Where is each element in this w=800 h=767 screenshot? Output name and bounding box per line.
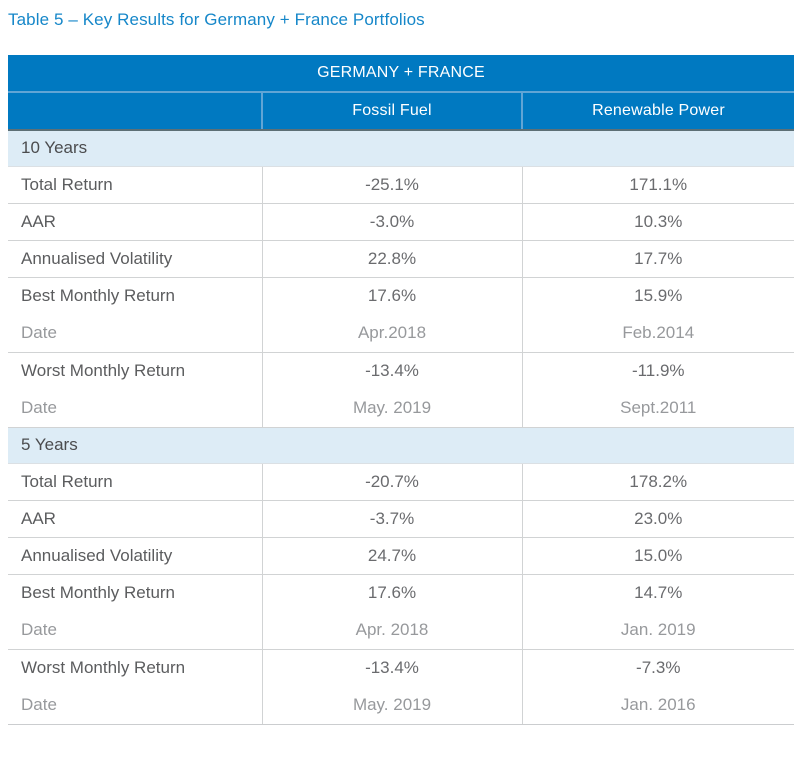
row-label: Date	[21, 322, 57, 342]
table-row: AAR -3.7% 23.0%	[8, 499, 794, 537]
row-value: -13.4%	[261, 648, 522, 686]
table-body: 10 Years Total Return -25.1% 171.1% AAR -3.0%…	[8, 129, 794, 725]
row-value: May. 2019	[261, 686, 522, 725]
row-value: 15.9%	[521, 276, 794, 314]
table-row: Best Monthly Return 17.6% 14.7%	[8, 573, 794, 611]
table-row: AAR -3.0% 10.3%	[8, 202, 794, 240]
row-value: 23.0%	[521, 499, 794, 537]
column-header-renewable-power: Renewable Power	[521, 92, 794, 131]
row-label: AAR	[8, 202, 262, 240]
row-label: AAR	[8, 499, 262, 537]
column-header-empty	[8, 92, 262, 131]
row-label: Worst Monthly Return	[8, 648, 262, 686]
table-row: Annualised Volatility 24.7% 15.0%	[8, 536, 794, 574]
row-value: -3.0%	[261, 202, 522, 240]
table-row: Date May. 2019 Sept.2011	[8, 389, 794, 427]
row-value: -7.3%	[521, 648, 794, 686]
row-value: 22.8%	[261, 239, 522, 277]
column-header-row: Fossil Fuel Renewable Power	[8, 92, 794, 131]
row-value: -20.7%	[261, 462, 522, 500]
row-value: 10.3%	[521, 202, 794, 240]
row-label: Best Monthly Return	[8, 573, 262, 611]
row-value: Apr. 2018	[261, 611, 522, 649]
row-value: 17.7%	[521, 239, 794, 277]
row-value: 17.6%	[261, 573, 522, 611]
row-value: -13.4%	[261, 351, 522, 389]
row-value: May. 2019	[261, 389, 522, 427]
row-value: Sept.2011	[521, 389, 794, 427]
row-value: 178.2%	[521, 462, 794, 500]
row-label: Date	[21, 619, 57, 639]
row-label: Best Monthly Return	[8, 276, 262, 314]
table-row: Date Apr.2018 Feb.2014	[8, 314, 794, 352]
row-label: Total Return	[8, 165, 262, 203]
row-value: -25.1%	[261, 165, 522, 203]
section-label: 10 Years	[8, 129, 794, 167]
section-label: 5 Years	[8, 426, 794, 464]
row-label: Annualised Volatility	[8, 536, 262, 574]
table-header-row: GERMANY + FRANCE	[8, 55, 794, 93]
row-label: Total Return	[8, 462, 262, 500]
table-caption: Table 5 – Key Results for Germany + Fran…	[8, 10, 425, 29]
row-value: -11.9%	[521, 351, 794, 389]
column-header-fossil-fuel: Fossil Fuel	[261, 92, 522, 131]
row-value: 17.6%	[261, 276, 522, 314]
table-header-title: GERMANY + FRANCE	[8, 55, 794, 93]
table-row: Total Return -25.1% 171.1%	[8, 165, 794, 203]
table-row: Date Apr. 2018 Jan. 2019	[8, 611, 794, 649]
table-row: Worst Monthly Return -13.4% -11.9%	[8, 351, 794, 389]
row-value: 14.7%	[521, 573, 794, 611]
table-row: Date May. 2019 Jan. 2016	[8, 686, 794, 725]
section-row: 10 Years	[8, 129, 794, 167]
row-value: Jan. 2016	[521, 686, 794, 725]
row-label: Annualised Volatility	[8, 239, 262, 277]
row-label: Date	[8, 686, 262, 725]
row-value: 24.7%	[261, 536, 522, 574]
table-row: Total Return -20.7% 178.2%	[8, 462, 794, 500]
row-value: 15.0%	[521, 536, 794, 574]
row-value: Apr.2018	[261, 314, 522, 352]
results-table: GERMANY + FRANCE Fossil Fuel Renewable P…	[8, 55, 794, 725]
row-value: Feb.2014	[521, 314, 794, 352]
row-label: Date	[21, 397, 57, 417]
table-row: Best Monthly Return 17.6% 15.9%	[8, 276, 794, 314]
row-value: Jan. 2019	[521, 611, 794, 649]
table-row: Annualised Volatility 22.8% 17.7%	[8, 239, 794, 277]
row-value: -3.7%	[261, 499, 522, 537]
section-row: 5 Years	[8, 426, 794, 464]
table-row: Worst Monthly Return -13.4% -7.3%	[8, 648, 794, 686]
row-label: Worst Monthly Return	[8, 351, 262, 389]
row-value: 171.1%	[521, 165, 794, 203]
